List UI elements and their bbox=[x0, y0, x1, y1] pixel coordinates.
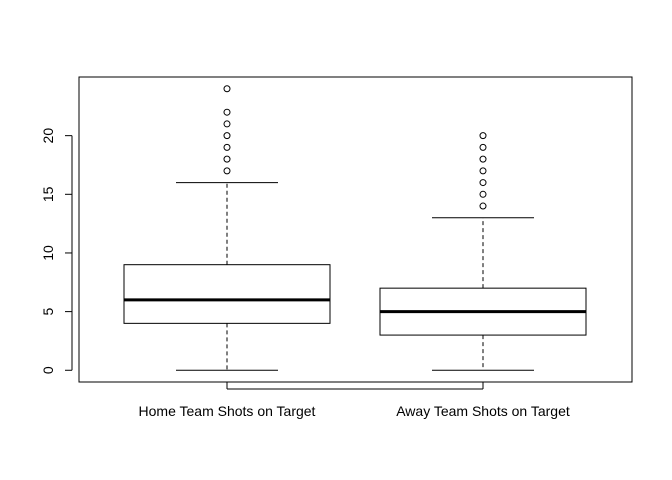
outlier-point bbox=[479, 167, 487, 175]
box-group bbox=[379, 132, 587, 371]
outlier-point bbox=[479, 179, 487, 187]
y-tick-label: 10 bbox=[40, 245, 56, 261]
x-tick-label: Away Team Shots on Target bbox=[396, 403, 570, 419]
iqr-box bbox=[123, 264, 331, 324]
outlier-point bbox=[479, 132, 487, 140]
box-group bbox=[123, 85, 331, 371]
outlier-point bbox=[479, 143, 487, 151]
y-tick-label: 5 bbox=[40, 308, 56, 316]
outlier-point bbox=[223, 132, 231, 140]
y-tick-label: 15 bbox=[40, 186, 56, 202]
plot-frame bbox=[78, 76, 633, 383]
boxes-layer bbox=[123, 85, 587, 371]
outlier-point bbox=[479, 155, 487, 163]
outlier-point bbox=[223, 167, 231, 175]
outlier-point bbox=[223, 143, 231, 151]
x-tick-label: Home Team Shots on Target bbox=[139, 403, 316, 419]
y-tick-label: 0 bbox=[40, 366, 56, 374]
x-axis: Home Team Shots on Target Away Team Shots… bbox=[139, 382, 570, 419]
outlier-point bbox=[479, 190, 487, 198]
outlier-point bbox=[223, 85, 231, 93]
outlier-point bbox=[223, 155, 231, 163]
y-tick-label: 20 bbox=[40, 128, 56, 144]
y-axis: 0 5 10 15 20 bbox=[40, 128, 73, 374]
outlier-point bbox=[479, 202, 487, 210]
outlier-point bbox=[223, 108, 231, 116]
outlier-point bbox=[223, 120, 231, 128]
